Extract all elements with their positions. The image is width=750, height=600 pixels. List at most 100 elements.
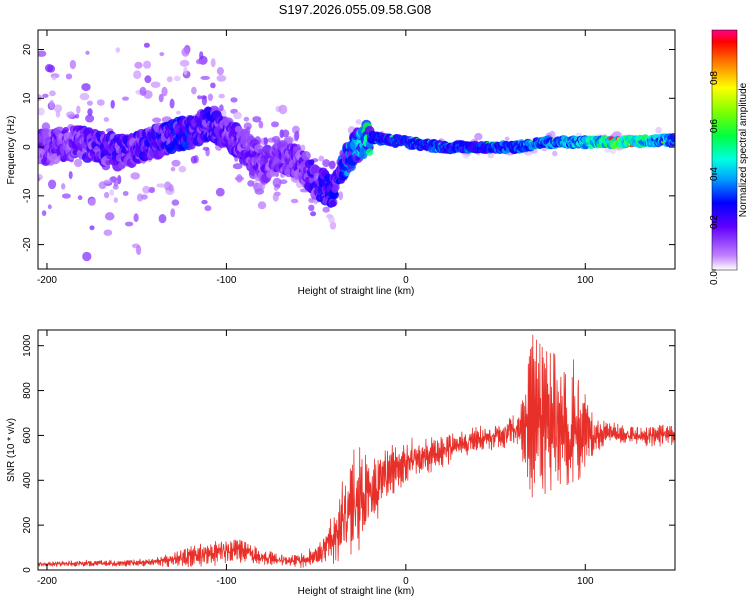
heatmap-cell [110,99,115,109]
heatmap-cell [76,105,81,114]
heatmap-cell [201,199,208,205]
heatmap-cell [74,158,83,168]
heatmap-cell [204,205,212,212]
heatmap-cell [168,184,174,192]
y-tick-label: 20 [22,44,33,56]
x-tick-label: 100 [577,576,594,587]
heatmap-cell [42,93,49,98]
x-tick-label: -200 [37,275,57,286]
heatmap-cell [148,188,155,193]
heatmap-cell [258,148,264,154]
heatmap-cell [122,96,129,101]
heatmap-cell [65,73,73,80]
heatmap-cell [252,116,262,123]
heatmap-cell [159,52,165,57]
heatmap-cell [68,171,73,180]
snr-line [38,334,675,569]
heatmap-cell [86,100,93,106]
heatmap-cell [143,42,150,48]
heatmap-cell [104,191,110,199]
snr-y-ticks: 0 200 400 600 800 1000 [22,334,675,573]
heatmap-cell [89,225,95,231]
heatmap-cell [81,83,91,92]
heatmap-cell [176,110,181,115]
heatmap-cell [278,104,288,115]
heatmap-cell [328,160,336,170]
heatmap-cell [206,18,216,28]
heatmap-marks [38,18,675,262]
heatmap-cell [216,67,224,76]
heatmap-cell [61,183,66,190]
heatmap-cell [98,181,107,190]
heatmap-cell [41,210,47,217]
heatmap-cell [139,86,147,96]
heatmap-cell [124,221,134,227]
colorbar-ticks: 0.0 0.2 0.4 0.6 0.8 [709,71,720,285]
heatmap-cell [170,166,176,172]
heatmap-cell [66,111,75,118]
heatmap-x-axis-label: Height of straight line (km) [298,286,415,297]
heatmap-cell [328,215,335,224]
heatmap-cell [133,70,142,80]
heatmap-cell [103,229,113,236]
heatmap-cell [166,76,173,83]
heatmap-cell [234,176,244,182]
heatmap-cell [38,94,43,102]
heatmap-cell [136,245,142,256]
heatmap-cell [103,117,110,122]
heatmap-cell [318,155,325,162]
heatmap-cell [61,193,71,199]
heatmap-cell [82,251,92,262]
y-tick-label: 800 [22,382,33,399]
heatmap-cell [88,198,96,206]
heatmap-cell [171,199,180,206]
colorbar-tick-label: 0.2 [709,215,720,229]
heatmap-cell [51,75,57,81]
y-tick-label: -10 [22,188,33,203]
y-tick-label: -20 [22,237,33,252]
heatmap-cell [272,192,279,202]
heatmap-cell [152,117,162,123]
heatmap-cell [87,108,93,116]
heatmap-y-ticks: 20 10 0 -10 -20 [22,44,675,252]
colorbar-tick-label: 0.4 [709,167,720,181]
heatmap-cell [253,182,263,192]
heatmap-cell [293,131,299,142]
heatmap-cell [281,129,290,138]
heatmap-cell [96,99,105,106]
heatmap-cell [308,159,315,166]
heatmap-cell [130,172,140,180]
heatmap-cell [365,148,374,156]
heatmap-cell [233,111,242,120]
heatmap-cell [143,60,152,69]
heatmap-cell [190,155,198,164]
heatmap-cell [38,50,47,57]
heatmap-cell [79,92,90,101]
heatmap-cell [332,183,340,191]
heatmap-cell [216,74,227,82]
heatmap-cell [322,206,330,213]
colorbar: 0.0 0.2 0.4 0.6 0.8 Normalized spectral ampl… [709,29,749,285]
heatmap-cell [243,116,250,122]
colorbar-gradient [711,29,738,271]
chart-title: S197.2026.055.09.58.G08 [279,2,432,17]
heatmap-cell [85,50,90,55]
heatmap-cell [69,59,77,70]
heatmap-cell [218,93,225,99]
heatmap-cell [85,114,95,123]
y-tick-label: 600 [22,427,33,444]
heatmap-cell [53,104,63,113]
heatmap-cell [109,189,115,196]
y-tick-label: 0 [22,144,33,150]
y-tick-label: 10 [22,92,33,104]
heatmap-cell [290,198,299,204]
heatmap-cell [144,75,152,84]
heatmap-cell [75,113,80,119]
heatmap-cell [210,58,216,68]
heatmap-cell [272,177,282,188]
heatmap-cell [158,93,164,103]
x-tick-label: 100 [577,275,594,286]
heatmap-y-axis-label: Frequency (Hz) [6,116,17,185]
